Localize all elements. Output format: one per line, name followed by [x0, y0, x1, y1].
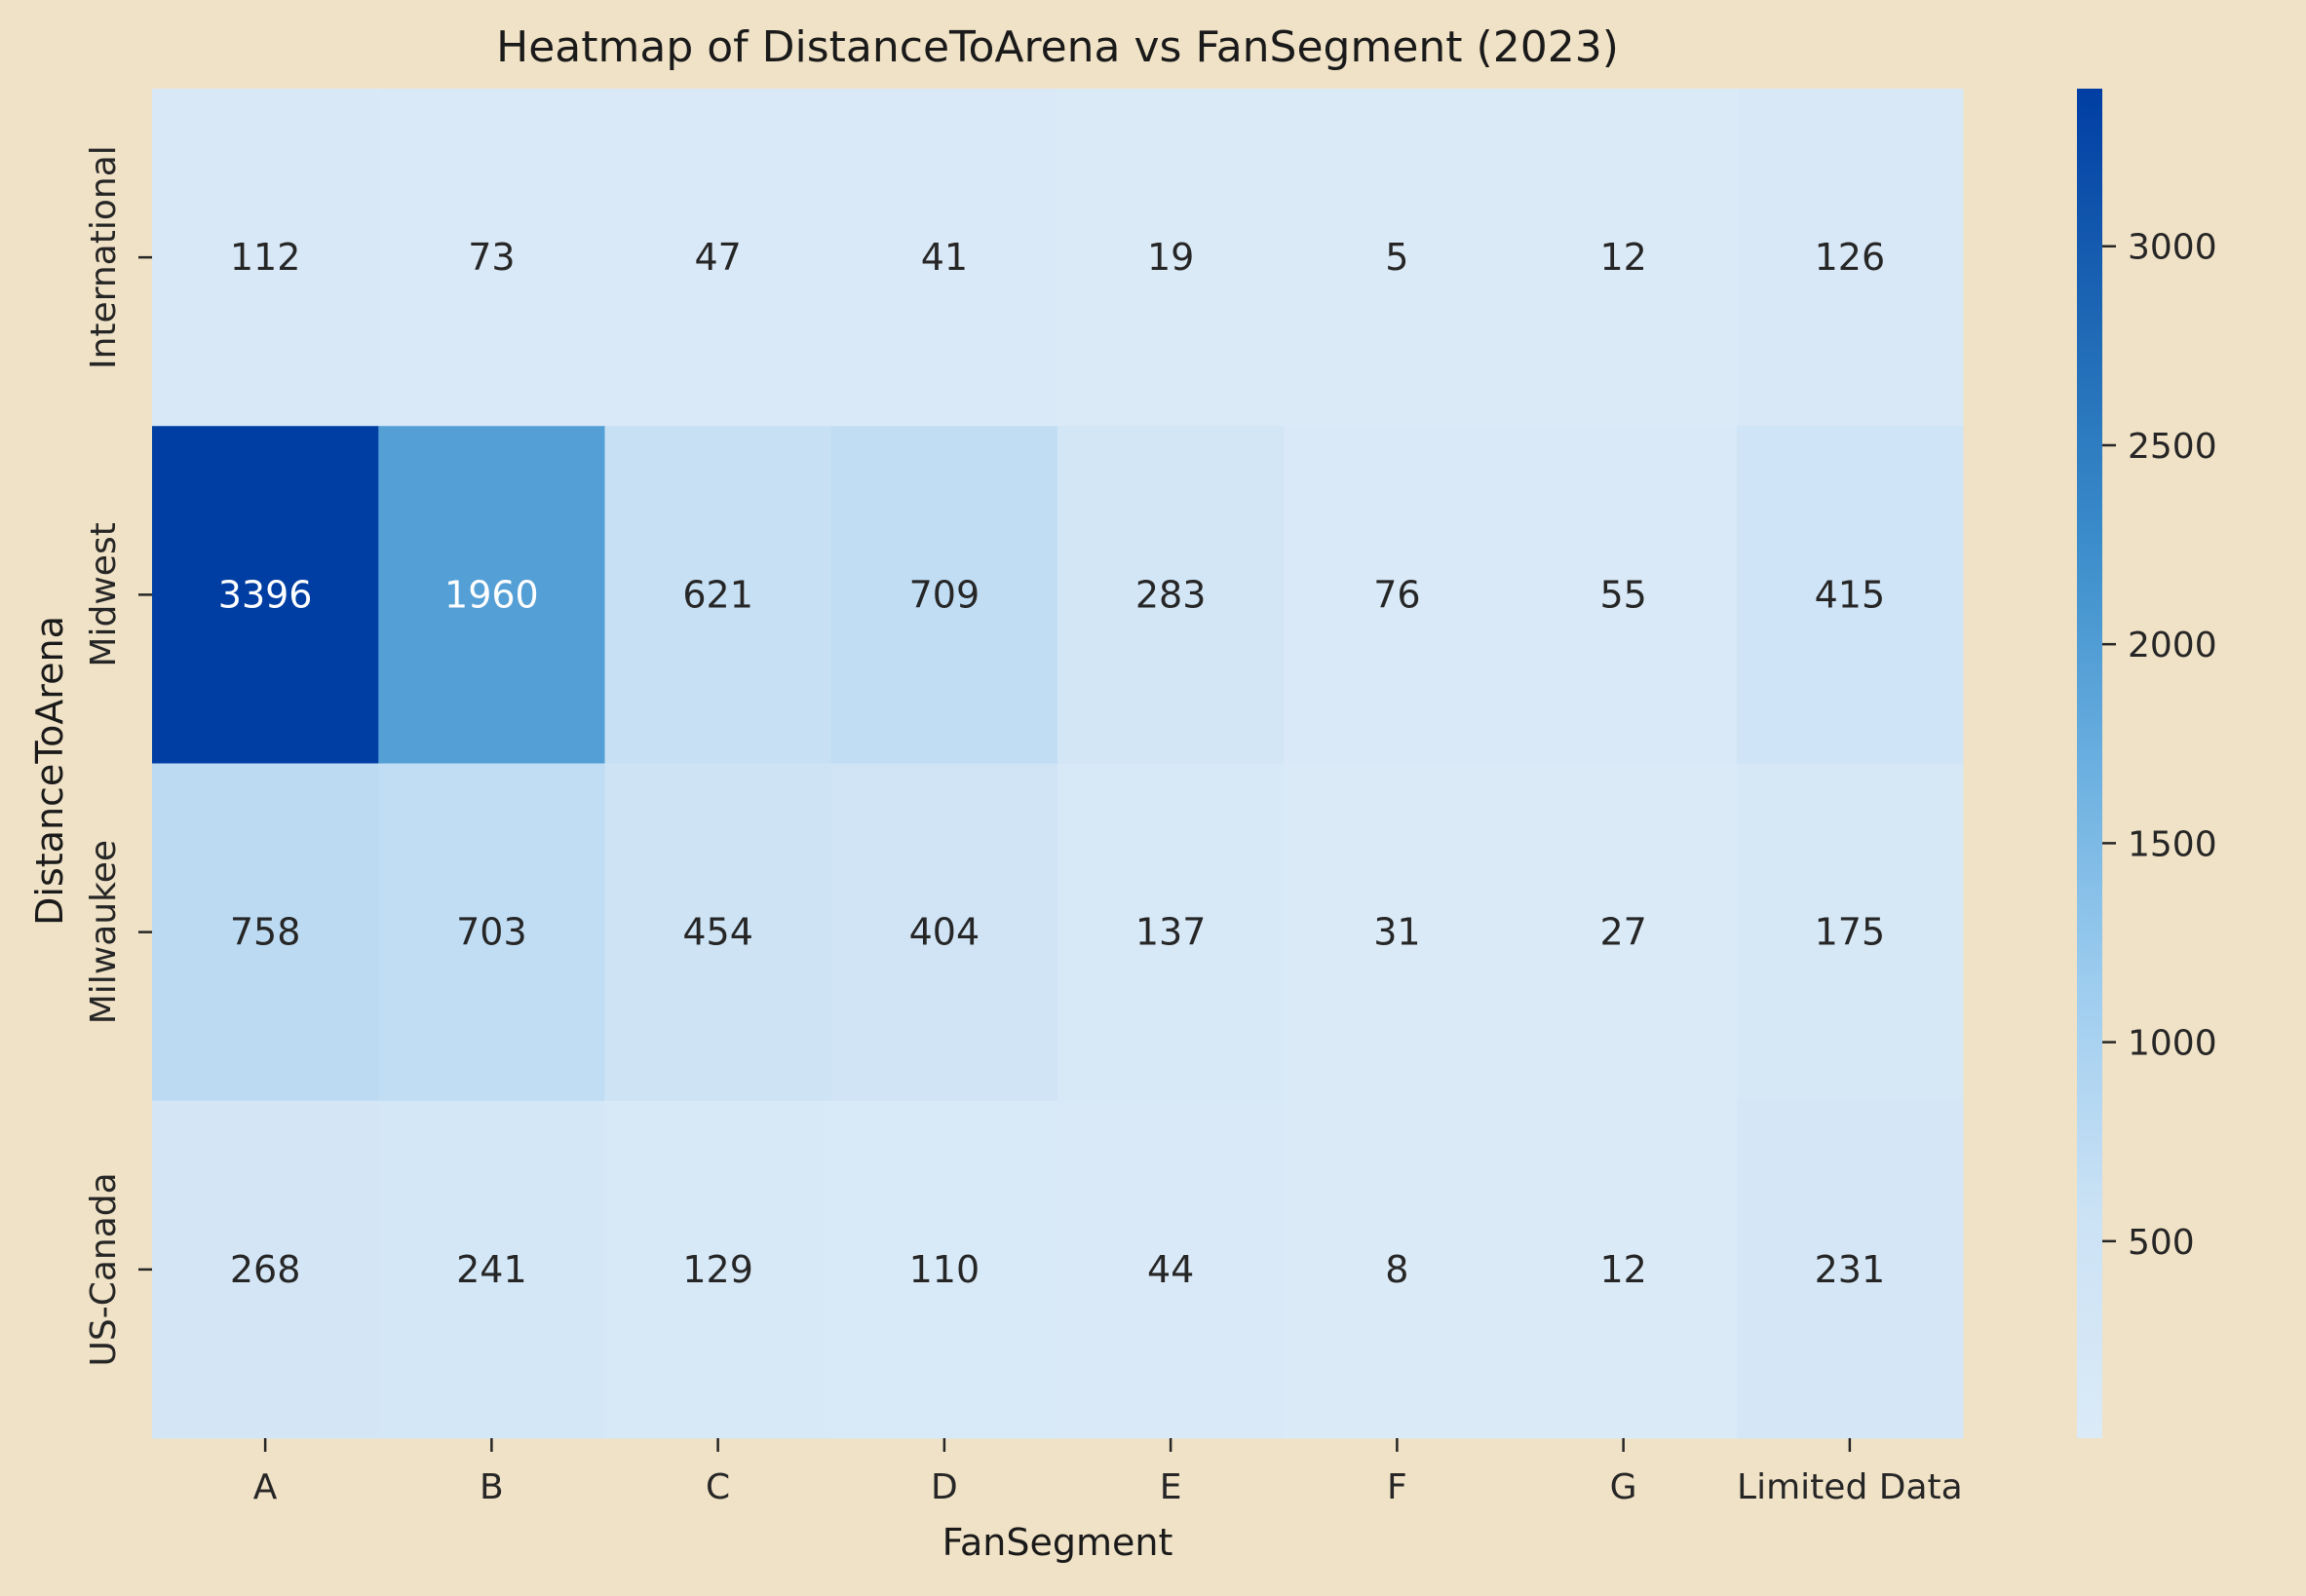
- cell-value-label: 55: [1599, 573, 1646, 616]
- x-tick-label: C: [706, 1467, 730, 1507]
- heatmap-cell: [1284, 426, 1511, 764]
- y-tick-label: US-Canada: [84, 1172, 124, 1366]
- cell-value-label: 268: [230, 1248, 301, 1291]
- cell-value-labels: 112 73 47 41 19 5 12 126 3396 1960 621 709 283 76 55 41…: [218, 236, 1885, 1291]
- cell-value-label: 12: [1599, 1248, 1646, 1291]
- cell-value-label: 454: [682, 911, 753, 954]
- cell-value-label: 41: [921, 236, 968, 279]
- y-axis: International Midwest Milwaukee US-Canada: [84, 145, 152, 1366]
- cell-value-label: 76: [1373, 573, 1420, 616]
- cell-value-label: 110: [909, 1248, 980, 1291]
- colorbar-gradient: [2077, 89, 2102, 1438]
- x-tick-label: F: [1387, 1467, 1407, 1507]
- cell-value-label: 758: [230, 911, 301, 954]
- heatmap-cell: [1510, 89, 1738, 427]
- cell-value-label: 129: [682, 1248, 753, 1291]
- colorbar-tick-label: 500: [2128, 1223, 2195, 1263]
- x-tick-label: G: [1610, 1467, 1637, 1507]
- colorbar-tick-label: 1000: [2128, 1024, 2217, 1064]
- cell-value-label: 3396: [218, 573, 313, 616]
- heatmap-cell: [152, 1100, 379, 1439]
- heatmap-cell: [378, 426, 605, 764]
- x-tick-label: B: [480, 1467, 504, 1507]
- cell-value-label: 112: [230, 236, 301, 279]
- heatmap-cells: [152, 89, 1964, 1439]
- cell-value-label: 231: [1815, 1248, 1886, 1291]
- cell-value-label: 27: [1599, 911, 1646, 954]
- colorbar: 500 1000 1500 2000 2500 3000: [2077, 89, 2217, 1438]
- heatmap-cell: [604, 426, 832, 764]
- heatmap-cell: [378, 89, 605, 427]
- heatmap-cell: [1057, 1100, 1285, 1439]
- heatmap-cell: [152, 763, 379, 1102]
- heatmap-cell: [152, 89, 379, 427]
- x-tick-label: Limited Data: [1737, 1467, 1963, 1507]
- heatmap-cell: [1510, 1100, 1738, 1439]
- heatmap-cell: [830, 89, 1058, 427]
- y-tick-label: Midwest: [84, 522, 124, 666]
- heatmap-cell: [1736, 89, 1964, 427]
- heatmap-cell: [152, 426, 379, 764]
- heatmap-cell: [604, 89, 832, 427]
- heatmap-cell: [1057, 426, 1285, 764]
- heatmap-cell: [604, 763, 832, 1102]
- cell-value-label: 283: [1135, 573, 1207, 616]
- colorbar-tick-label: 2500: [2128, 427, 2217, 467]
- heatmap-cell: [1284, 89, 1511, 427]
- colorbar-tick-label: 1500: [2128, 824, 2217, 864]
- cell-value-label: 73: [468, 236, 515, 279]
- colorbar-tick-label: 2000: [2128, 626, 2217, 665]
- heatmap-cell: [378, 763, 605, 1102]
- heatmap-cell: [1510, 763, 1738, 1102]
- x-axis: A B C D E F G Limited Data: [253, 1438, 1963, 1507]
- heatmap-cell: [1736, 426, 1964, 764]
- x-axis-label: FanSegment: [942, 1521, 1173, 1564]
- heatmap-cell: [1510, 426, 1738, 764]
- y-tick-label: Milwaukee: [84, 840, 124, 1024]
- cell-value-label: 1960: [444, 573, 539, 616]
- cell-value-label: 703: [456, 911, 527, 954]
- heatmap-cell: [378, 1100, 605, 1439]
- cell-value-label: 31: [1373, 911, 1420, 954]
- cell-value-label: 415: [1815, 573, 1886, 616]
- cell-value-label: 5: [1385, 236, 1408, 279]
- cell-value-label: 709: [909, 573, 980, 616]
- chart-title: Heatmap of DistanceToArena vs FanSegment…: [496, 22, 1619, 72]
- heatmap-cell: [1736, 1100, 1964, 1439]
- y-axis-label: DistanceToArena: [28, 616, 71, 926]
- heatmap-cell: [1057, 89, 1285, 427]
- x-tick-label: D: [931, 1467, 958, 1507]
- cell-value-label: 8: [1385, 1248, 1408, 1291]
- heatmap-cell: [830, 763, 1058, 1102]
- cell-value-label: 126: [1815, 236, 1886, 279]
- heatmap-cell: [1057, 763, 1285, 1102]
- cell-value-label: 137: [1135, 911, 1207, 954]
- heatmap-cell: [830, 1100, 1058, 1439]
- cell-value-label: 44: [1147, 1248, 1194, 1291]
- cell-value-label: 12: [1599, 236, 1646, 279]
- x-tick-label: E: [1160, 1467, 1182, 1507]
- cell-value-label: 404: [909, 911, 980, 954]
- y-tick-label: International: [84, 145, 124, 369]
- heatmap-cell: [604, 1100, 832, 1439]
- cell-value-label: 241: [456, 1248, 527, 1291]
- heatmap-cell: [1284, 763, 1511, 1102]
- colorbar-tick-label: 3000: [2128, 228, 2217, 268]
- cell-value-label: 621: [682, 573, 753, 616]
- cell-value-label: 19: [1147, 236, 1194, 279]
- cell-value-label: 175: [1815, 911, 1886, 954]
- heatmap-cell: [1284, 1100, 1511, 1439]
- heatmap-cell: [1736, 763, 1964, 1102]
- heatmap-cell: [830, 426, 1058, 764]
- x-tick-label: A: [253, 1467, 278, 1507]
- cell-value-label: 47: [694, 236, 741, 279]
